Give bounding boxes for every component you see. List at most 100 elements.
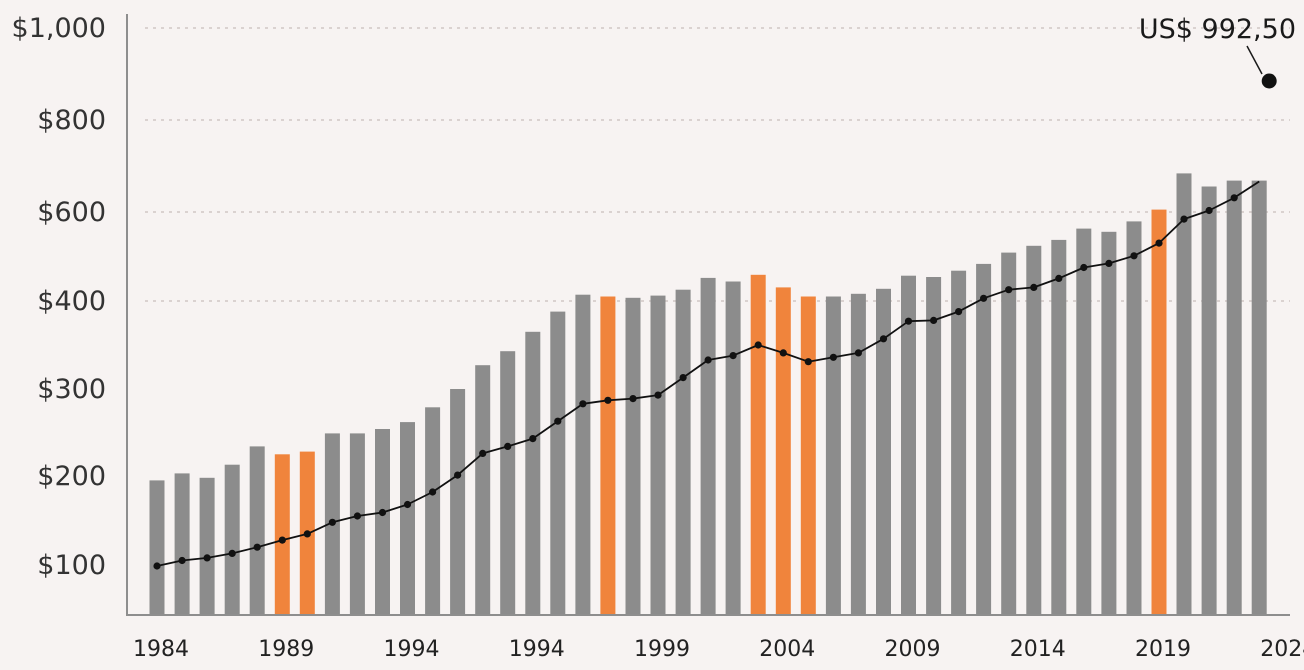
- line-point: [729, 352, 737, 360]
- y-tick-label: $800: [37, 105, 106, 136]
- annotation-label: US$ 992,50: [1139, 14, 1296, 45]
- bar: [525, 331, 541, 615]
- annotation: US$ 992,50: [1139, 14, 1296, 75]
- x-tick-label: 1984: [133, 637, 189, 662]
- bar: [575, 294, 591, 615]
- bar: [1126, 221, 1142, 615]
- bar: [976, 263, 992, 615]
- bar: [850, 293, 866, 615]
- gridlines: [145, 27, 1290, 302]
- x-tick-label: 1994: [509, 637, 565, 662]
- bar: [450, 389, 466, 615]
- line-point: [203, 554, 211, 562]
- bar: [1026, 245, 1042, 616]
- bar: [1051, 239, 1067, 615]
- x-tick-label: 2009: [885, 637, 941, 662]
- line-point: [930, 316, 938, 324]
- bar: [174, 473, 190, 615]
- line-point: [1055, 274, 1063, 282]
- bar: [825, 296, 841, 615]
- line-point: [579, 400, 587, 408]
- line-point: [328, 518, 336, 526]
- line-point: [253, 543, 261, 551]
- bar: [224, 464, 240, 615]
- bar: [1226, 180, 1242, 615]
- line-point: [1005, 286, 1013, 294]
- bar: [475, 365, 491, 615]
- y-tick-labels: $100 $200 $300 $400 $600 $800 $1,000: [12, 13, 106, 581]
- x-tick-label: 2014: [1010, 637, 1066, 662]
- bar-highlight: [274, 454, 290, 616]
- line-point: [629, 395, 637, 403]
- line-point: [1205, 206, 1213, 215]
- line-point: [980, 294, 988, 302]
- bar: [725, 281, 741, 615]
- y-tick-label: $300: [37, 374, 106, 405]
- line-point: [1105, 259, 1113, 267]
- bar-highlight: [750, 274, 766, 615]
- line-point: [779, 349, 787, 357]
- y-tick-label: $600: [37, 197, 106, 228]
- trend-line-group: [153, 73, 1277, 570]
- line-point: [955, 308, 963, 316]
- bar: [650, 295, 666, 615]
- line-point: [378, 508, 387, 517]
- line-point: [353, 512, 361, 520]
- bar: [700, 277, 716, 615]
- bar: [400, 422, 415, 615]
- bar: [1176, 173, 1192, 615]
- bar: [1101, 231, 1117, 616]
- bar: [1251, 180, 1267, 615]
- bar: [926, 277, 942, 615]
- line-point: [454, 471, 462, 479]
- bar: [1001, 252, 1017, 615]
- x-tick-labels: 1984 1989 1994 1994 1999 2004 2009 2014 2019 2024: [133, 637, 1304, 662]
- bar-highlight: [600, 296, 616, 615]
- line-point: [1130, 252, 1138, 260]
- line-point: [904, 317, 913, 325]
- line-point: [879, 335, 888, 343]
- line-point: [704, 356, 712, 364]
- bar-highlight: [775, 287, 791, 615]
- line-point: [403, 500, 412, 509]
- line-point: [153, 562, 161, 570]
- bar: [199, 477, 215, 615]
- bar: [349, 433, 365, 615]
- line-point: [303, 530, 311, 538]
- line-point: [1230, 194, 1238, 202]
- line-point: [278, 536, 286, 544]
- bar: [951, 270, 967, 615]
- x-tick-label: 1994: [384, 637, 440, 662]
- axes: [126, 14, 1290, 616]
- line-point: [504, 442, 512, 450]
- bar: [625, 297, 641, 615]
- line-point: [804, 358, 812, 366]
- bar: [249, 446, 265, 615]
- line-point: [429, 488, 437, 496]
- bar: [149, 480, 165, 615]
- x-tick-label: 1999: [634, 637, 690, 662]
- bar: [550, 311, 566, 615]
- line-point: [1155, 239, 1163, 247]
- y-tick-label: $1,000: [12, 13, 106, 44]
- line-point: [1030, 283, 1038, 291]
- bar: [1201, 186, 1217, 615]
- x-tick-label: 2019: [1135, 637, 1191, 662]
- line-point: [228, 549, 236, 558]
- bar: [1076, 228, 1092, 615]
- line-point: [479, 449, 487, 457]
- y-tick-label: $100: [37, 550, 106, 581]
- line-point: [754, 341, 762, 349]
- line-point: [679, 374, 687, 382]
- line-point: [829, 353, 838, 361]
- line-point: [604, 396, 612, 404]
- x-tick-label: 2004: [759, 637, 815, 662]
- bar: [375, 429, 390, 615]
- line-point: [1180, 215, 1188, 223]
- line-point: [654, 391, 662, 399]
- bar: [675, 289, 691, 615]
- x-tick-label: 1989: [258, 637, 314, 662]
- line-point: [854, 349, 863, 357]
